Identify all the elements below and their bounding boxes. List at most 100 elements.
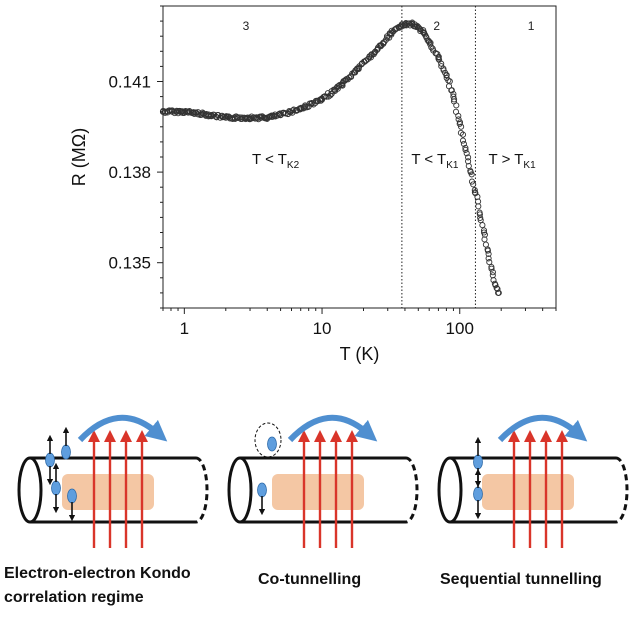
data-point (456, 120, 463, 127)
data-point (408, 21, 416, 28)
y-axis: 0.135 0.138 0.141 (108, 5, 163, 309)
data-point (471, 187, 478, 194)
quantum-dot-region (482, 474, 574, 510)
regime-label: T > TK1 (489, 151, 537, 171)
quantum-dot-region (272, 474, 364, 510)
data-point (438, 60, 445, 67)
electron-dot (61, 444, 71, 460)
data-point (485, 255, 492, 262)
data-point (463, 150, 470, 157)
virtual-state-outline (254, 422, 282, 458)
data-point (465, 154, 472, 161)
caption-line: Co-tunnelling (258, 571, 362, 588)
data-point (491, 280, 498, 287)
y-tick-label: 0.135 (108, 254, 151, 273)
electron-dot (257, 482, 267, 498)
data-point (479, 222, 486, 229)
data-point (205, 111, 212, 118)
x-tick-label: 10 (313, 319, 332, 338)
region-boundaries (401, 6, 476, 308)
data-point (480, 229, 488, 236)
caption-kondo-regime: Electron-electron Kondo correlation regi… (4, 562, 191, 610)
data-point (472, 190, 479, 197)
data-points (159, 19, 502, 296)
data-point (366, 54, 373, 61)
data-point (495, 289, 502, 296)
data-point (378, 42, 385, 49)
region-number: 2 (433, 19, 440, 33)
data-point (485, 250, 492, 258)
data-point (494, 285, 501, 293)
electron-dot (473, 454, 483, 470)
data-point (490, 277, 497, 284)
caption-line: correlation regime (4, 589, 144, 606)
data-point (480, 227, 488, 234)
data-point (443, 72, 450, 79)
data-point (297, 105, 304, 112)
data-point (458, 123, 465, 130)
data-point (173, 108, 180, 115)
data-point (455, 116, 462, 123)
nanotube-end (615, 456, 629, 524)
data-point (453, 102, 460, 109)
y-axis-title: R (MΩ) (69, 128, 89, 186)
data-point (455, 112, 462, 119)
y-tick-label: 0.141 (108, 73, 151, 92)
data-point (327, 92, 334, 99)
x-axis: 1 10 100 (162, 308, 557, 338)
data-point (470, 181, 477, 188)
data-point (451, 96, 458, 103)
x-tick-label: 100 (446, 319, 474, 338)
tunnelling-arrow (497, 414, 588, 443)
schematics (17, 414, 629, 548)
caption-sequential-tunnelling: Sequential tunnelling (440, 568, 602, 592)
data-point (476, 211, 483, 218)
caption-line: Sequential tunnelling (440, 571, 602, 588)
data-point (191, 110, 198, 118)
data-point (435, 54, 442, 61)
data-point (420, 30, 428, 37)
data-point (354, 66, 361, 73)
data-point (222, 114, 229, 121)
data-point (450, 93, 457, 100)
data-point (277, 111, 284, 118)
region-number: 3 (243, 19, 250, 33)
electron-dot (267, 436, 277, 452)
caption-co-tunnelling: Co-tunnelling (258, 568, 361, 592)
data-point (233, 113, 240, 120)
tunnelling-arrow (77, 414, 168, 443)
data-point (488, 265, 495, 272)
nanotube-end (437, 456, 463, 524)
schematic-co-tunnelling (227, 414, 419, 548)
data-point (339, 81, 346, 88)
data-point (401, 21, 408, 28)
data-point (467, 169, 474, 176)
region-number: 1 (528, 19, 535, 33)
data-point (388, 30, 395, 37)
caption-line: Electron-electron Kondo (4, 565, 191, 582)
plot-area: 1 10 100 0.135 0.138 0.141 3 2 1 T < TK2 T < TK1… (69, 5, 557, 364)
data-point (181, 108, 188, 115)
data-point (192, 109, 200, 116)
data-point (462, 146, 469, 153)
data-point (318, 96, 326, 103)
data-point (428, 44, 435, 51)
data-point (468, 178, 476, 185)
region-labels: 3 2 1 T < TK2 T < TK1 T > TK1 (243, 19, 537, 171)
schematic-kondo (17, 414, 209, 548)
y-tick-label: 0.138 (108, 163, 151, 182)
data-point (459, 131, 467, 138)
data-point (460, 140, 467, 147)
data-point (415, 24, 422, 31)
data-point (335, 82, 342, 90)
data-point (289, 107, 296, 114)
nanotube-end (17, 456, 43, 524)
data-point (264, 114, 271, 121)
data-point (334, 85, 341, 92)
data-point (475, 203, 482, 210)
nanotube-end (195, 456, 209, 524)
data-point (462, 144, 469, 151)
electron-dot (67, 488, 77, 504)
data-point (489, 269, 496, 276)
